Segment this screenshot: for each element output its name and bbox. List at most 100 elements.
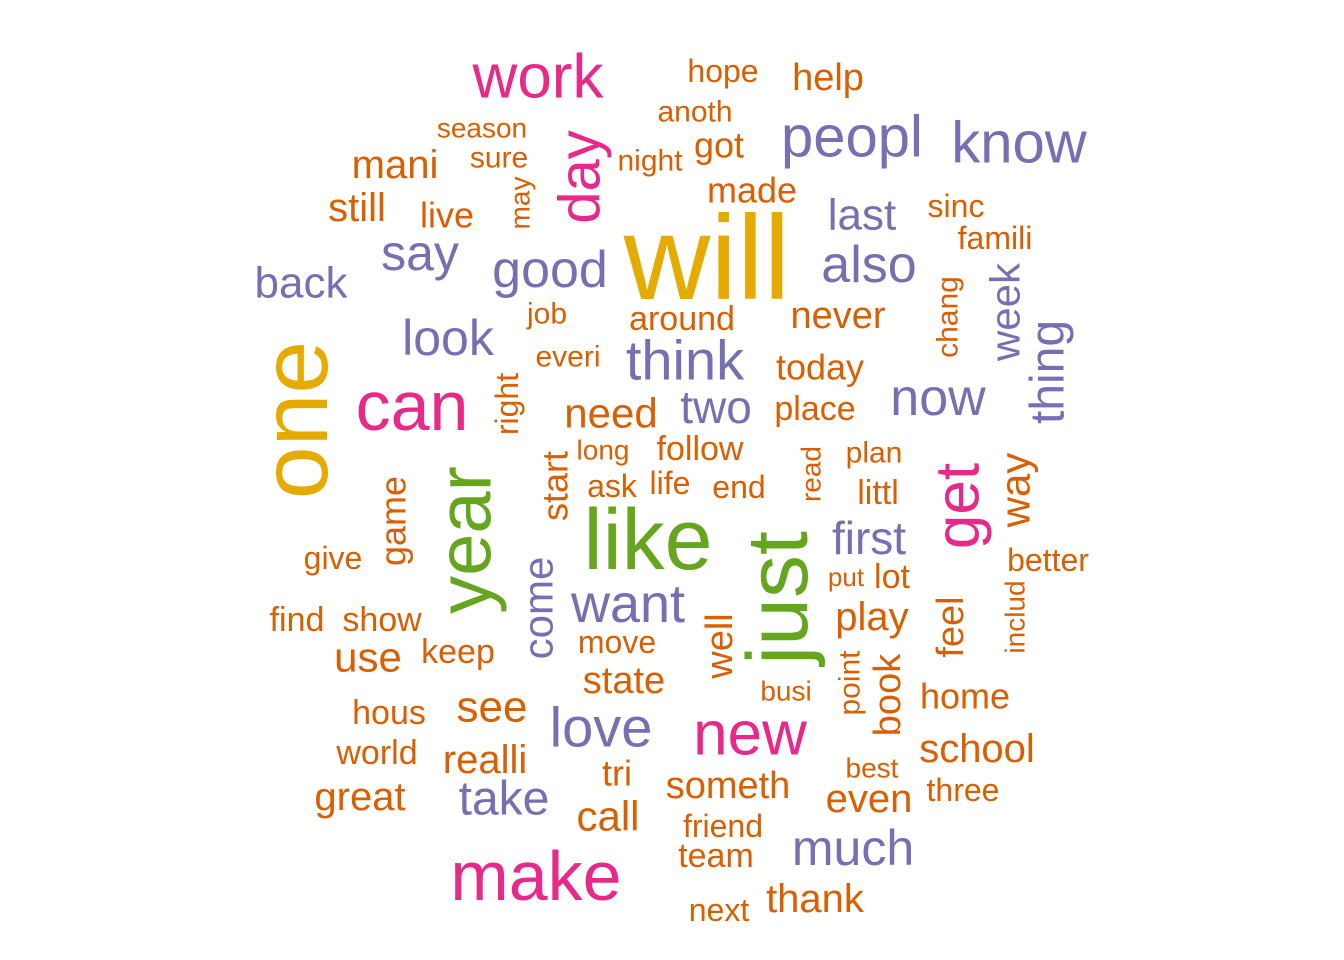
word-show: show [342, 601, 422, 639]
word-life: life [650, 465, 691, 501]
word-much: much [792, 820, 914, 876]
word-want: want [570, 574, 685, 634]
word-peopl: peopl [781, 105, 923, 170]
word-follow: follow [657, 430, 744, 468]
word-read: read [796, 446, 827, 502]
word-home: home [920, 676, 1010, 717]
word-year: year [423, 466, 508, 614]
word-play: play [835, 595, 908, 639]
word-two: two [680, 381, 752, 433]
word-use: use [334, 634, 402, 681]
word-friend: friend [683, 808, 763, 844]
word-love: love [550, 696, 653, 759]
word-season: season [437, 113, 527, 144]
word-job: job [526, 298, 567, 331]
word-great: great [314, 775, 405, 819]
word-anoth: anoth [657, 96, 732, 129]
word-give: give [304, 540, 363, 576]
word-night: night [617, 145, 683, 178]
word-like: like [583, 492, 712, 588]
word-tri: tri [602, 753, 632, 794]
word-book: book [867, 653, 909, 736]
word-first: first [832, 512, 906, 564]
word-chang: chang [932, 276, 965, 358]
word-good: good [492, 241, 608, 299]
word-never: never [790, 295, 885, 337]
word-say: say [381, 225, 459, 281]
word-new: new [693, 700, 807, 769]
word-littl: littl [857, 474, 899, 512]
word-everi: everi [535, 341, 600, 374]
word-best: best [846, 753, 899, 784]
word-find: find [270, 601, 325, 639]
word-right: right [489, 373, 525, 435]
word-thank: thank [766, 877, 865, 921]
word-work: work [472, 43, 605, 112]
word-school: school [919, 727, 1035, 771]
word-come: come [515, 557, 562, 660]
word-lot: lot [874, 558, 910, 596]
word-end: end [712, 469, 765, 505]
word-help: help [792, 57, 864, 99]
word-one: one [242, 341, 348, 500]
word-day: day [548, 130, 613, 224]
word-hous: hous [352, 694, 426, 732]
word-start: start [535, 451, 576, 521]
word-week: week [982, 262, 1029, 362]
word-got: got [694, 125, 744, 166]
word-long: long [577, 435, 630, 466]
word-well: well [699, 613, 741, 679]
word-move: move [578, 624, 656, 660]
word-thing: thing [1022, 320, 1075, 424]
word-last: last [828, 191, 896, 240]
word-even: even [826, 777, 913, 821]
word-can: can [356, 367, 469, 445]
word-world: world [335, 734, 417, 772]
word-also: also [821, 236, 916, 294]
word-point: point [834, 650, 867, 716]
word-will: will [623, 191, 791, 325]
word-put: put [828, 562, 865, 592]
word-feel: feel [930, 596, 972, 657]
word-may: may [505, 177, 536, 230]
word-sure: sure [470, 142, 528, 175]
word-three: three [927, 772, 1000, 808]
word-think: think [626, 329, 745, 392]
word-hope: hope [687, 53, 758, 89]
word-sinc: sinc [928, 188, 985, 224]
word-make: make [450, 837, 621, 915]
word-today: today [776, 347, 864, 388]
word-know: know [951, 111, 1088, 176]
word-way: way [992, 453, 1039, 529]
word-now: now [890, 369, 986, 427]
word-get: get [924, 463, 993, 549]
word-still: still [328, 186, 386, 230]
word-ask: ask [587, 468, 638, 504]
word-call: call [576, 793, 639, 840]
word-see: see [457, 683, 528, 732]
word-realli: realli [443, 738, 527, 782]
word-team: team [678, 837, 754, 875]
word-made: made [707, 170, 797, 211]
word-need: need [564, 390, 657, 437]
word-mani: mani [352, 143, 439, 187]
word-better: better [1007, 542, 1089, 578]
word-back: back [255, 259, 349, 308]
word-next: next [689, 892, 750, 928]
word-plan: plan [846, 437, 903, 470]
word-busi: busi [760, 676, 811, 707]
word-state: state [583, 660, 665, 702]
word-game: game [373, 476, 414, 566]
word-look: look [402, 310, 495, 366]
word-famili: famili [958, 220, 1033, 256]
word-place: place [774, 390, 855, 428]
word-keep: keep [421, 633, 495, 671]
word-just: just [730, 531, 826, 668]
word-someth: someth [666, 765, 791, 807]
word-live: live [420, 195, 474, 236]
word-around: around [629, 300, 735, 338]
word-includ: includ [1000, 580, 1031, 653]
word-take: take [459, 773, 550, 826]
